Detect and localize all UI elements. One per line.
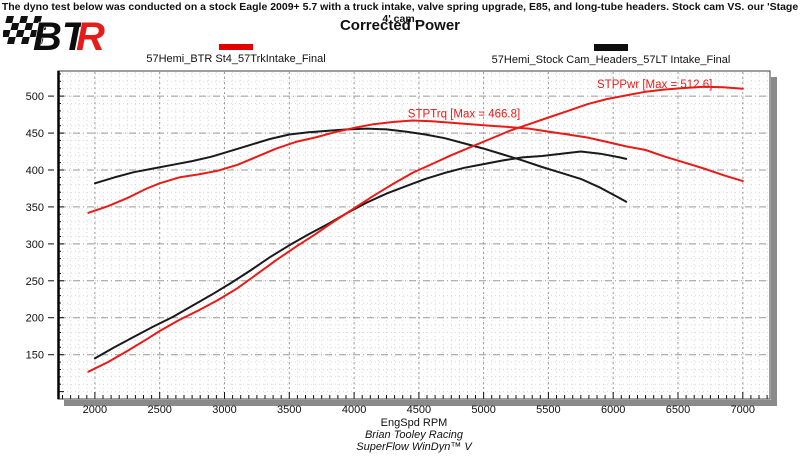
plot-shadow-bottom <box>64 400 777 406</box>
annotation-stppwr-max: STPPwr [Max = 512.6] <box>597 79 712 91</box>
footer-brian-tooley-racing: Brian Tooley Racing <box>364 429 464 441</box>
logo-text-r: R <box>76 15 105 56</box>
x-tick-label: 3500 <box>277 404 301 416</box>
x-tick-label: 4500 <box>407 404 431 416</box>
plot-shadow-right <box>771 77 777 405</box>
y-tick-label: 400 <box>26 165 44 177</box>
x-tick-label: 2500 <box>147 404 171 416</box>
btr-logo: BT R <box>3 14 106 56</box>
series-stock-power <box>93 150 628 360</box>
legend-label-stock-cam: 57Hemi_Stock Cam_Headers_57LT Intake_Fin… <box>491 54 731 66</box>
x-tick-label: 5500 <box>536 404 560 416</box>
x-tick-label: 6500 <box>666 404 690 416</box>
grid-major-vertical <box>94 72 744 398</box>
x-tick-label: 5000 <box>471 404 495 416</box>
page-title: Corrected Power <box>339 17 461 34</box>
x-tick-label: 6000 <box>601 404 625 416</box>
footer-superflow-windyn: SuperFlow WinDyn™ V <box>356 441 472 453</box>
grid-major-horizontal <box>59 95 769 356</box>
y-tick-label: 450 <box>26 128 44 140</box>
y-tick-label: 500 <box>26 91 44 103</box>
series-btr-st4-torque <box>87 119 744 214</box>
series-btr-st4-power <box>87 85 744 373</box>
x-tick-label: 3000 <box>212 404 236 416</box>
checkered-flag-icon <box>3 16 48 44</box>
legend-swatch-black <box>594 44 628 51</box>
x-axis-title: EngSpd RPM <box>380 417 448 429</box>
legend-entry-stock-cam: 57Hemi_Stock Cam_Headers_57LT Intake_Fin… <box>461 44 761 66</box>
logo-text-bt: BT <box>33 15 90 56</box>
legend-entry-btr-st4: 57Hemi_BTR St4_57TrkIntake_Final <box>126 44 346 65</box>
y-tick-label: 150 <box>26 350 44 362</box>
tick-labels: 150 200 250 300 350 400 450 500 2000 2500 3000 3500… <box>26 91 755 416</box>
x-tick-label: 2000 <box>83 404 107 416</box>
y-tick-label: 200 <box>26 313 44 325</box>
annotation-stptrq-max: STPTrq [Max = 466.8] <box>408 109 520 121</box>
y-tick-label: 250 <box>26 276 44 288</box>
legend-label-btr-st4: 57Hemi_BTR St4_57TrkIntake_Final <box>146 53 326 65</box>
header-note: The dyno test below was conducted on a s… <box>1 1 799 25</box>
series-stock-torque <box>93 127 628 203</box>
y-tick-label: 300 <box>26 239 44 251</box>
y-tick-label: 350 <box>26 202 44 214</box>
x-tick-label: 7000 <box>731 404 755 416</box>
legend-swatch-red <box>219 44 253 50</box>
x-tick-label: 4000 <box>342 404 366 416</box>
